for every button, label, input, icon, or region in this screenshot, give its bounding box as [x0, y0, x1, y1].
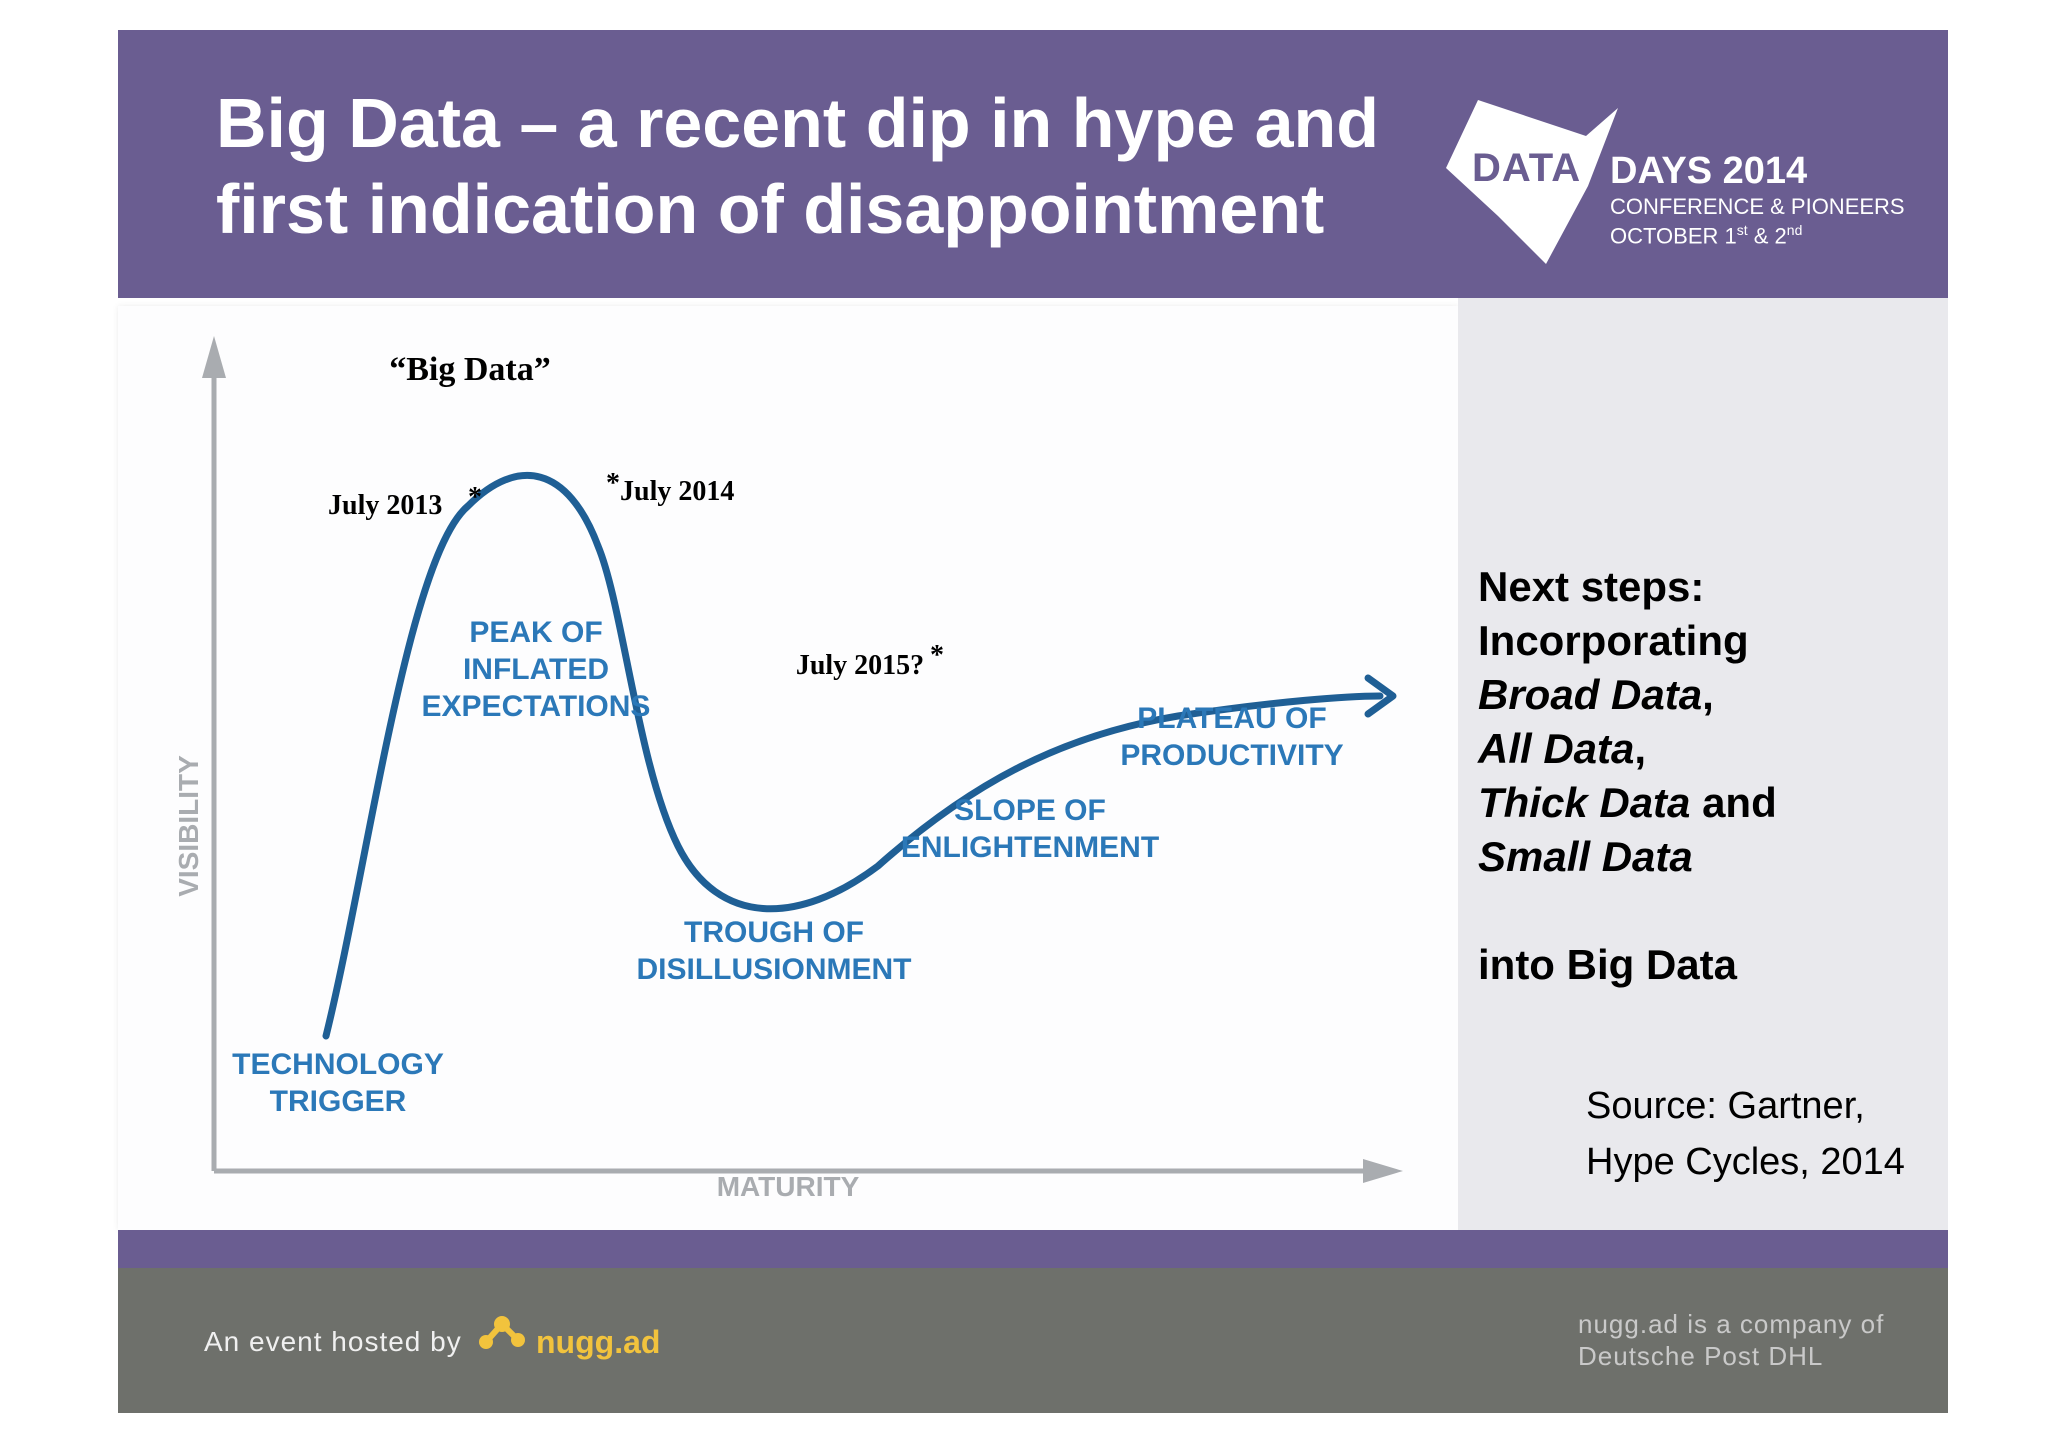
nugg-logo-icon	[479, 1316, 525, 1349]
incorporating-word: Incorporating	[1478, 617, 1749, 664]
phase-trough: TROUGH OF DISILLUSIONMENT	[637, 916, 912, 986]
hosted-by-text: An event hosted by	[204, 1326, 462, 1357]
phase-slope-line-1: SLOPE OF	[954, 794, 1106, 827]
phase-technology-trigger: TECHNOLOGY TRIGGER	[232, 1048, 444, 1118]
phase-peak-line-3: EXPECTATIONS	[422, 690, 651, 723]
broad-data-line: Broad Data,	[1478, 668, 1938, 722]
hype-cycle-panel: VISIBILITY MATURITY “Big Data” July 2013…	[118, 306, 1458, 1230]
logo-subtitle: CONFERENCE & PIONEERS	[1610, 194, 1905, 219]
phase-plateau: PLATEAU OF PRODUCTIVITY	[1120, 702, 1343, 772]
footer: An event hosted by nugg.ad nugg.ad is a …	[118, 1268, 1948, 1413]
marker-july-2013-asterisk: *	[468, 482, 482, 513]
logo-days-2014: DAYS 2014	[1610, 150, 1808, 192]
y-axis-label: VISIBILITY	[173, 755, 204, 897]
thick-data-line: Thick Data and	[1478, 776, 1938, 830]
small-data: Small Data	[1478, 833, 1693, 880]
marker-july-2014-asterisk: *	[606, 468, 620, 499]
source-line-2: Hype Cycles, 2014	[1586, 1141, 1905, 1183]
company-note: nugg.ad is a company of Deutsche Post DH…	[1578, 1308, 1884, 1372]
phase-plateau-line-1: PLATEAU OF	[1137, 702, 1326, 735]
phase-slope-line-2: ENLIGHTENMENT	[901, 831, 1159, 864]
logo-date-mid: & 2	[1747, 223, 1787, 249]
y-axis-arrow-icon	[202, 336, 226, 378]
phase-trigger-line-1: TECHNOLOGY	[232, 1048, 444, 1081]
comma-1: ,	[1702, 671, 1714, 718]
side-panel: Next steps: Incorporating Broad Data, Al…	[1458, 298, 1948, 1230]
nugg-ad-logo-text: nugg.ad	[536, 1324, 661, 1360]
source-citation: Source: Gartner, Hype Cycles, 2014	[1586, 1078, 1946, 1190]
page-title: Big Data – a recent dip in hype and firs…	[216, 80, 1516, 252]
curve-arrow-icon	[1364, 674, 1397, 718]
marker-july-2014: July 2014	[620, 476, 734, 507]
all-data-line: All Data,	[1478, 722, 1938, 776]
marker-july-2015-asterisk: *	[930, 640, 944, 671]
all-data: All Data	[1478, 725, 1635, 772]
phase-slope: SLOPE OF ENLIGHTENMENT	[901, 794, 1159, 864]
logo-date-sup-2: nd	[1786, 222, 1803, 238]
x-axis-arrow-icon	[1363, 1159, 1403, 1183]
next-steps-text: Next steps: Incorporating Broad Data, Al…	[1478, 560, 1938, 992]
purple-divider	[118, 1230, 1948, 1268]
into-big-data: into Big Data	[1478, 941, 1737, 988]
content-area: VISIBILITY MATURITY “Big Data” July 2013…	[118, 298, 1948, 1298]
comma-2: ,	[1634, 725, 1647, 772]
header-banner: Big Data – a recent dip in hype and firs…	[118, 30, 1948, 298]
thick-data: Thick Data	[1478, 779, 1691, 826]
logo-date-sup-1: st	[1736, 222, 1748, 238]
data-days-logo: DATA DAYS 2014 CONFERENCE & PIONEERS OCT…	[1438, 66, 1938, 276]
hype-cycle-diagram: VISIBILITY MATURITY “Big Data” July 2013…	[173, 336, 1403, 1202]
small-data-line: Small Data	[1478, 830, 1938, 884]
company-line-2: Deutsche Post DHL	[1578, 1341, 1824, 1371]
next-steps-heading: Next steps:	[1478, 563, 1705, 610]
phase-plateau-line-2: PRODUCTIVITY	[1120, 739, 1343, 772]
big-data-label: “Big Data”	[389, 351, 551, 388]
and-word: and	[1690, 779, 1777, 826]
phase-trough-line-2: DISILLUSIONMENT	[637, 953, 912, 986]
broad-data: Broad Data	[1478, 671, 1703, 718]
logo-data-word: DATA	[1472, 146, 1582, 190]
x-axis-label: MATURITY	[717, 1171, 860, 1202]
phase-peak-line-1: PEAK OF	[469, 616, 602, 649]
phase-trigger-line-2: TRIGGER	[270, 1085, 407, 1118]
source-line-1: Source: Gartner,	[1586, 1085, 1865, 1127]
logo-triangle-icon	[1446, 100, 1618, 264]
marker-july-2013: July 2013	[328, 490, 442, 521]
hype-curve	[322, 471, 1384, 1040]
phase-peak-line-2: INFLATED	[463, 653, 609, 686]
logo-date: OCTOBER 1st & 2nd	[1610, 222, 1802, 249]
company-line-1: nugg.ad is a company of	[1578, 1309, 1885, 1339]
logo-date-prefix: OCTOBER 1	[1610, 223, 1737, 249]
title-line-2: first indication of disappointment	[216, 170, 1325, 248]
slide: Big Data – a recent dip in hype and firs…	[118, 30, 1948, 1413]
phase-trough-line-1: TROUGH OF	[684, 916, 864, 949]
phase-peak: PEAK OF INFLATED EXPECTATIONS	[422, 616, 651, 723]
title-line-1: Big Data – a recent dip in hype and	[216, 84, 1380, 162]
marker-july-2015: July 2015?	[796, 650, 924, 681]
